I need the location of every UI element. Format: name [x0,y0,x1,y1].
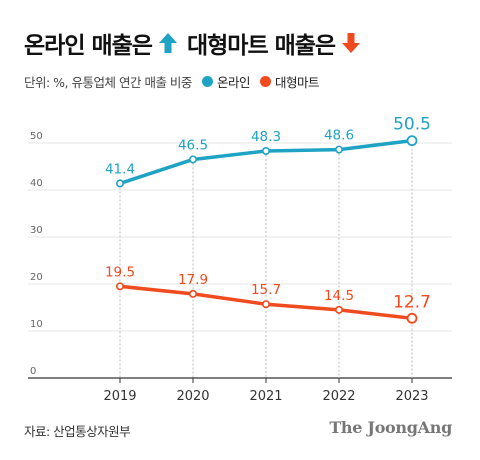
source-note: 자료: 산업통상자원부 [24,424,131,439]
data-point-online [406,135,418,147]
data-point-mart [406,312,418,324]
data-point-online [116,179,125,188]
legend-online: 온라인 [201,72,251,91]
legend-online-marker [201,76,213,87]
data-label-mart: 19.5 [105,264,135,280]
y-tick-label: 20 [30,272,43,283]
data-point-mart [116,282,125,291]
legend-online-label: 온라인 [216,75,251,90]
y-tick-label: 0 [30,366,36,377]
data-label-mart: 12.7 [393,292,431,312]
data-label-online: 41.4 [105,161,135,177]
data-label-mart: 17.9 [178,272,208,288]
legend-mart-label: 대형마트 [274,75,320,90]
data-label-mart: 14.5 [324,288,354,304]
data-label-online: 46.5 [178,137,208,153]
data-point-online [334,145,343,154]
data-label-online: 48.3 [251,129,281,145]
x-tick-label: 2023 [395,389,428,404]
data-label-online: 48.6 [324,128,354,144]
x-tick-label: 2019 [103,389,136,404]
data-point-online [189,155,198,164]
x-tick-label: 2020 [176,389,209,404]
data-label-mart: 15.7 [251,282,281,298]
y-tick-label: 10 [30,319,43,330]
y-tick-label: 30 [30,225,43,236]
chart-title: 온라인 매출은 대형마트 매출은 [24,26,370,60]
x-tick-label: 2021 [249,389,282,404]
arrow-up-icon [158,33,177,53]
title-online-text: 온라인 매출은 [24,33,153,59]
y-tick-label: 40 [30,178,43,189]
x-tick-label: 2022 [322,389,355,404]
data-point-mart [334,305,343,314]
brand-logo: The JoongAng [329,418,452,437]
legend-mart-marker [259,76,271,87]
title-mart-text: 대형마트 매출은 [186,33,336,59]
data-point-mart [261,300,270,309]
data-point-online [261,146,270,155]
legend-mart: 대형마트 [259,72,320,91]
y-tick-label: 50 [30,131,43,142]
data-label-online: 50.5 [393,115,431,135]
arrow-down-icon [342,33,361,53]
chart-subtitle: 단위: %, 유통업체 연간 매출 비중 [24,75,192,90]
data-point-mart [189,289,198,298]
subtitle-row: 단위: %, 유통업체 연간 매출 비중 온라인 대형마트 [24,72,319,91]
